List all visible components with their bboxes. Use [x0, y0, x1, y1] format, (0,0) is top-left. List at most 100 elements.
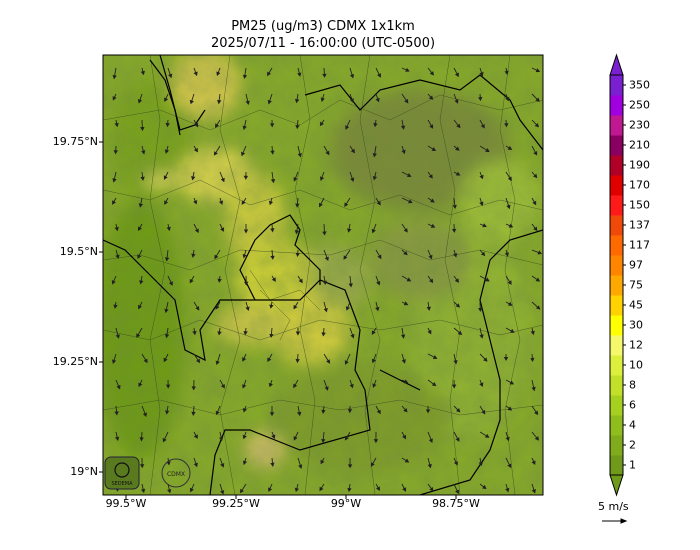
wind-arrow-head — [243, 281, 249, 286]
wind-arrow-head — [242, 253, 247, 259]
wind-arrow-head — [298, 278, 303, 284]
wind-key-arrow — [602, 518, 628, 524]
colorbar-label: 12 — [629, 338, 643, 352]
wind-arrow-head — [321, 438, 326, 444]
wind-arrow-head — [406, 277, 412, 282]
wind-arrow-head — [376, 200, 381, 206]
wind-arrow-head — [193, 200, 198, 205]
wind-arrow-head — [453, 359, 458, 365]
colorbar-segment — [610, 295, 623, 316]
wind-arrow-head — [481, 409, 486, 415]
colorbar-label: 150 — [629, 198, 650, 212]
wind-arrow-head — [375, 97, 380, 103]
wind-arrow-head — [532, 200, 537, 206]
wind-arrow-head — [344, 436, 349, 441]
wind-arrow-head — [220, 384, 225, 389]
wind-arrow-head — [510, 328, 515, 333]
wind-arrow-head — [480, 124, 485, 129]
axis-ticks — [99, 141, 457, 499]
wind-arrow-head — [505, 436, 510, 442]
wind-arrow-head — [217, 99, 222, 105]
wind-arrow-head — [245, 100, 250, 106]
colorbar-segment — [610, 375, 623, 396]
wind-arrow-head — [454, 72, 459, 78]
wind-arrow-head — [401, 334, 406, 339]
lat-tick-label: 19.75°N — [52, 135, 98, 148]
wind-arrow-head — [164, 308, 169, 314]
colorbar-segment — [610, 455, 623, 476]
lon-tick-label: 99°W — [330, 497, 362, 510]
wind-arrow-head — [269, 304, 274, 309]
cdmx-logo: CDMX — [161, 458, 191, 488]
wind-arrow-head — [140, 176, 145, 181]
wind-arrow-head — [533, 151, 538, 156]
wind-arrow-head — [534, 436, 539, 441]
wind-arrow-head — [320, 459, 325, 465]
wind-arrow-head — [165, 122, 170, 128]
sedema-logo: SEDEMA — [104, 456, 140, 490]
wind-arrow-head — [451, 228, 457, 233]
wind-arrow-head — [456, 123, 461, 129]
wind-arrow-head — [243, 331, 248, 336]
wind-arrow-head — [376, 281, 381, 286]
wind-arrow-head — [141, 150, 146, 155]
wind-arrow-head — [485, 277, 490, 282]
wind-arrow-head — [112, 178, 117, 183]
wind-arrow-head — [112, 96, 117, 101]
wind-arrow-head — [114, 411, 119, 416]
wind-arrow-head — [349, 74, 355, 79]
wind-arrow-head — [431, 382, 437, 387]
wind-arrow-head — [268, 200, 274, 206]
wind-arrow-head — [479, 71, 484, 77]
wind-arrow-head — [534, 122, 540, 128]
wind-arrow-head — [270, 150, 275, 155]
wind-arrow-head — [454, 278, 459, 283]
colorbar-label: 30 — [629, 318, 643, 332]
wind-arrow-head — [191, 253, 196, 258]
colorbar-label: 210 — [629, 138, 650, 152]
wind-arrow-head — [533, 173, 538, 179]
wind-arrow-head — [297, 72, 302, 77]
wind-arrow-head — [242, 357, 247, 362]
colorbar-segment — [610, 395, 623, 416]
wind-arrow-head — [139, 464, 145, 469]
wind-arrow-head — [371, 228, 376, 234]
wind-arrow-head — [429, 124, 434, 129]
colorbar-label: 4 — [629, 418, 636, 432]
wind-arrow-head — [139, 437, 144, 442]
colorbar-label: 230 — [629, 118, 650, 132]
wind-arrow-head — [319, 121, 324, 127]
wind-arrow-head — [535, 277, 541, 282]
wind-arrow-head — [372, 383, 377, 388]
wind-arrow-head — [325, 150, 330, 156]
wind-arrow-head — [269, 412, 275, 417]
wind-arrow-head — [534, 410, 539, 416]
wind-arrow-head — [457, 330, 463, 336]
wind-arrow-head — [535, 97, 540, 102]
colorbar-label: 6 — [629, 398, 636, 412]
wind-arrow-head — [350, 333, 355, 339]
wind-arrow-head — [194, 122, 199, 128]
wind-arrow-head — [163, 97, 169, 103]
wind-arrow-head — [114, 226, 119, 232]
wind-arrow-head — [322, 73, 327, 78]
colorbar-segment — [610, 355, 623, 376]
wind-arrow-head — [138, 304, 142, 310]
wind-arrow-head — [164, 334, 170, 339]
wind-arrow-head — [431, 147, 437, 152]
colorbar-max-extension — [609, 53, 624, 76]
wind-arrow-head — [430, 198, 435, 203]
wind-arrow-head — [239, 488, 244, 494]
wind-arrow-head — [426, 306, 431, 311]
colorbar-segment — [610, 155, 623, 176]
wind-arrow-head — [140, 488, 146, 494]
wind-arrow-head — [242, 434, 247, 440]
wind-arrow-head — [455, 146, 460, 151]
wind-arrow-head — [324, 386, 329, 391]
wind-arrow-head — [535, 305, 541, 310]
wind-arrow-head — [405, 67, 410, 72]
wind-arrow-head — [220, 177, 225, 183]
colorbar-label: 45 — [629, 298, 643, 312]
wind-arrow-head — [295, 124, 300, 130]
